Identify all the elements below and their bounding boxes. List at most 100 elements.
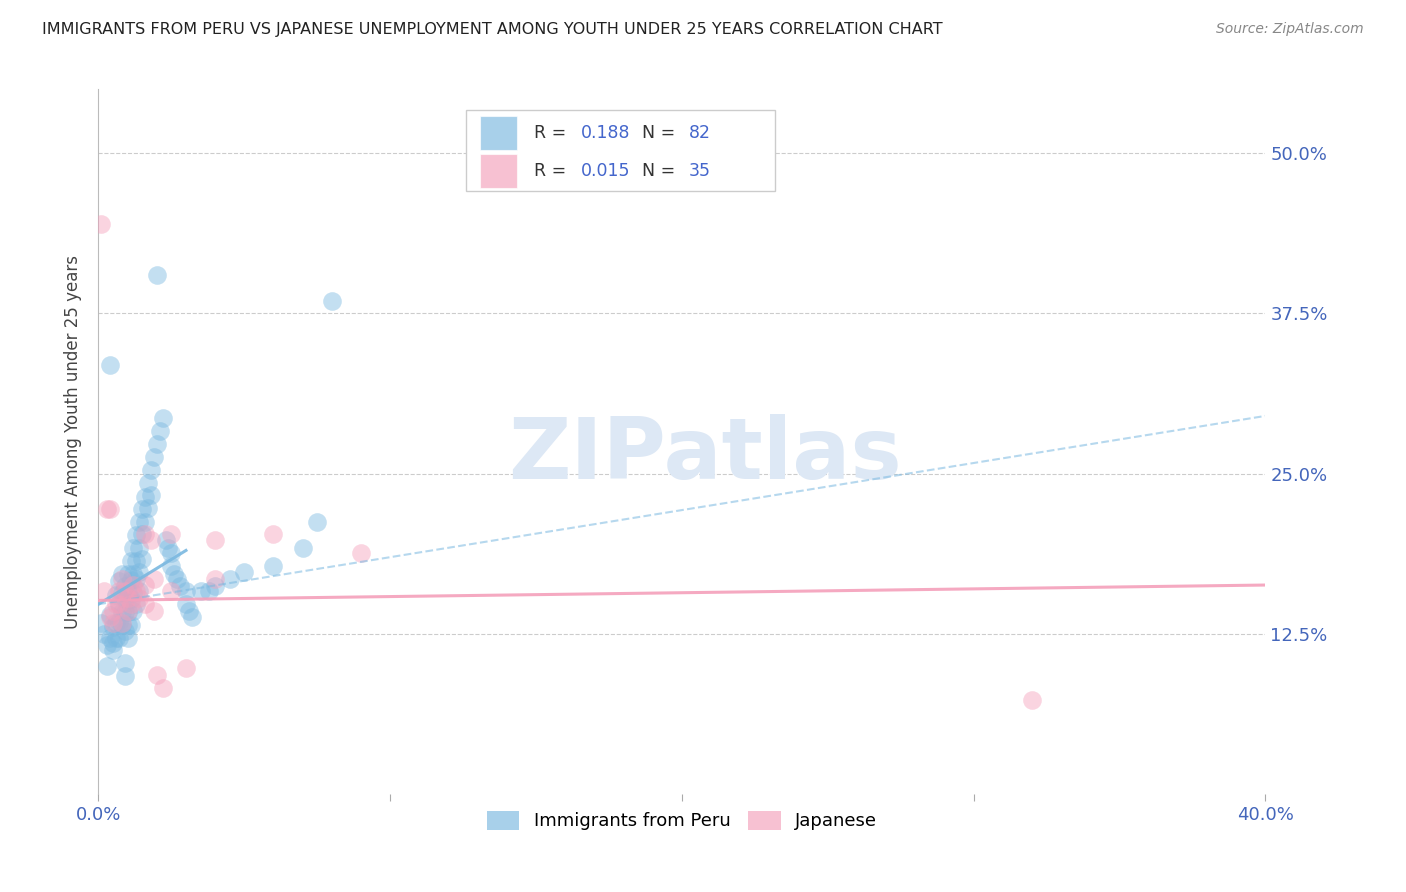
Point <box>146 437 169 451</box>
Point <box>104 588 127 602</box>
Point <box>204 533 226 548</box>
Point <box>117 566 139 581</box>
Point <box>233 566 256 580</box>
Point <box>128 515 150 529</box>
Point <box>155 533 177 548</box>
Point <box>131 502 153 516</box>
Point <box>111 605 134 619</box>
Point <box>169 579 191 593</box>
Point <box>93 626 115 640</box>
Point <box>139 533 162 548</box>
Point <box>96 638 118 652</box>
FancyBboxPatch shape <box>479 154 517 188</box>
Point <box>131 552 153 566</box>
Text: IMMIGRANTS FROM PERU VS JAPANESE UNEMPLOYMENT AMONG YOUTH UNDER 25 YEARS CORRELA: IMMIGRANTS FROM PERU VS JAPANESE UNEMPLO… <box>42 22 943 37</box>
Point <box>190 584 212 599</box>
Point <box>128 541 150 555</box>
Point <box>111 566 134 581</box>
Point <box>128 566 150 580</box>
Point <box>128 591 150 605</box>
Point <box>111 585 134 599</box>
Point <box>108 615 131 630</box>
Point <box>163 566 186 581</box>
Point <box>101 643 124 657</box>
Point <box>117 617 139 632</box>
Point <box>114 656 136 670</box>
Point <box>96 502 118 516</box>
Text: R =: R = <box>534 162 571 180</box>
Point <box>125 572 148 586</box>
Point <box>90 217 112 231</box>
Point <box>125 584 148 599</box>
Point <box>111 572 134 586</box>
Point <box>120 617 142 632</box>
Point <box>114 592 136 607</box>
Point <box>120 592 142 607</box>
Point <box>101 620 124 634</box>
Point <box>204 572 226 586</box>
Text: 0.015: 0.015 <box>581 162 630 180</box>
Point <box>114 605 136 619</box>
Point <box>104 616 127 631</box>
Point <box>262 558 284 573</box>
Point <box>142 572 165 586</box>
Point <box>125 528 148 542</box>
Point <box>160 584 183 599</box>
Point <box>90 616 112 631</box>
Point <box>142 604 165 618</box>
Point <box>114 624 136 639</box>
Point <box>122 541 145 555</box>
Point <box>117 585 139 599</box>
Point <box>108 584 131 599</box>
FancyBboxPatch shape <box>479 116 517 150</box>
Point <box>291 541 314 555</box>
Y-axis label: Unemployment Among Youth under 25 years: Unemployment Among Youth under 25 years <box>65 254 83 629</box>
Point <box>114 669 136 683</box>
Point <box>177 604 200 618</box>
Point <box>111 616 134 631</box>
Point <box>122 578 145 592</box>
Text: N =: N = <box>643 162 681 180</box>
Point <box>136 501 159 516</box>
Point <box>117 631 139 645</box>
Point <box>152 681 174 695</box>
Point <box>218 572 240 586</box>
Text: 35: 35 <box>689 162 711 180</box>
Point <box>98 610 121 624</box>
Point <box>204 579 226 593</box>
Point <box>111 617 134 632</box>
Point <box>120 554 142 568</box>
Legend: Immigrants from Peru, Japanese: Immigrants from Peru, Japanese <box>479 804 884 838</box>
Text: N =: N = <box>643 124 681 142</box>
FancyBboxPatch shape <box>465 111 775 192</box>
Point <box>122 566 145 581</box>
Point <box>262 526 284 541</box>
Point <box>174 597 197 611</box>
Point <box>98 502 121 516</box>
Point <box>117 605 139 619</box>
Point <box>160 558 183 573</box>
Point <box>114 584 136 599</box>
Point <box>125 597 148 611</box>
Point <box>98 358 121 372</box>
Text: ZIPatlas: ZIPatlas <box>509 414 903 497</box>
Point <box>104 631 127 645</box>
Point <box>101 636 124 650</box>
Point <box>93 584 115 599</box>
Point <box>136 475 159 490</box>
Point <box>131 526 153 541</box>
Point <box>180 610 202 624</box>
Point <box>108 597 131 611</box>
Text: 82: 82 <box>689 124 711 142</box>
Point <box>101 616 124 631</box>
Point <box>149 425 172 439</box>
Point <box>122 585 145 599</box>
Point <box>160 526 183 541</box>
Point <box>122 604 145 618</box>
Point <box>108 574 131 589</box>
Point <box>98 607 121 622</box>
Point <box>134 578 156 592</box>
Point <box>117 604 139 618</box>
Point <box>160 546 183 560</box>
Point <box>96 658 118 673</box>
